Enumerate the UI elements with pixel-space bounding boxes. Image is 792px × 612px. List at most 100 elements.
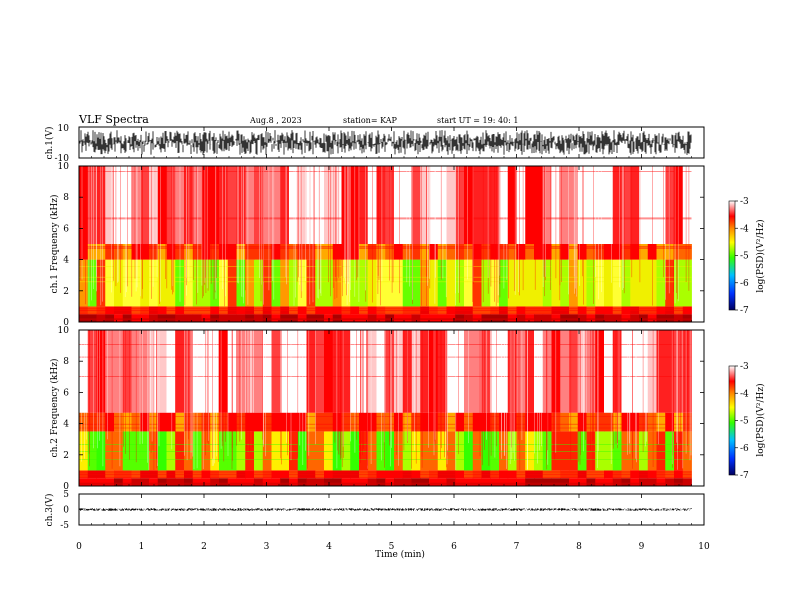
spectrogram-ch2-cell xyxy=(577,478,587,486)
spectrogram-ch1-cell xyxy=(227,259,237,307)
spectrogram-ch1-cell xyxy=(420,314,430,322)
spectrogram-ch1-cell xyxy=(507,259,517,307)
colorbar-ch1 xyxy=(728,200,736,311)
spectrogram-ch2-cell xyxy=(569,478,579,486)
spectrogram-ch2-cell xyxy=(507,478,517,486)
spectrogram-ch2-cell xyxy=(254,412,264,432)
spectrogram-ch2-cell xyxy=(157,330,167,413)
spectrogram-ch1-cell xyxy=(332,306,342,315)
spectrogram-ch1-cell xyxy=(271,314,281,322)
spectrogram-ch1-cell xyxy=(499,244,509,260)
spectrogram-ch1-cell xyxy=(254,314,264,322)
spectrogram-ch2-cell xyxy=(297,431,307,471)
spectrogram-ch1-cell xyxy=(464,166,474,244)
spectrogram-ch1-cell xyxy=(534,314,544,322)
spectrogram-ch1-cell xyxy=(420,259,430,307)
spectrogram-ch2-cell xyxy=(79,330,89,413)
spectrogram-ch2-cell xyxy=(324,478,334,486)
spectrogram-ch1-cell xyxy=(236,259,246,307)
spectrogram-ch1-image xyxy=(79,166,692,322)
spectrogram-ch2-cell xyxy=(429,478,439,486)
colorbar-ch1-tick: -3 xyxy=(740,197,749,207)
spectrogram-ch2-cell xyxy=(455,412,465,432)
spectrogram-ch2-cell xyxy=(429,330,439,413)
spectrogram-ch1-cell xyxy=(245,259,255,307)
spectrogram-ch2-cell xyxy=(665,478,675,486)
spectrogram-ch2-cell xyxy=(359,431,369,471)
spectrogram-ch1-cell xyxy=(472,306,482,315)
spectrogram-ch1-cell xyxy=(569,306,579,315)
spectrogram-ch1-cell xyxy=(359,259,369,307)
spectrogram-ch2-cell xyxy=(682,412,692,432)
spectrogram-ch2-ytick: 10 xyxy=(58,326,70,336)
spectrogram-ch2-cell xyxy=(367,431,377,471)
spectrogram-ch2-cell xyxy=(472,431,482,471)
spectrogram-ch1-cell xyxy=(499,166,509,244)
spectrogram-ch1-cell xyxy=(569,259,579,307)
spectrogram-ch1-ytick: 0 xyxy=(63,318,69,328)
spectrogram-ch2-cell xyxy=(604,330,614,413)
spectrogram-ch1-cell xyxy=(367,314,377,322)
spectrogram-ch1-cell xyxy=(464,259,474,307)
colorbar-ch2-tick: -3 xyxy=(740,362,749,372)
spectrogram-ch2-cell xyxy=(516,478,526,486)
spectrogram-ch1-cell xyxy=(604,166,614,244)
spectrogram-ch2-cell xyxy=(420,330,430,413)
spectrogram-ch2-cell xyxy=(525,431,535,471)
spectrogram-ch2-cell xyxy=(262,412,272,432)
spectrogram-ch2-cell xyxy=(499,412,509,432)
spectrogram-ch2-cell xyxy=(560,330,570,413)
spectrogram-ch1-cell xyxy=(87,244,97,260)
spectrogram-ch1-cell xyxy=(656,166,666,244)
spectrogram-ch2-cell xyxy=(586,478,596,486)
spectrogram-ch2-cell xyxy=(499,330,509,413)
spectrogram-ch1-cell xyxy=(227,244,237,260)
spectrogram-ch1-cell xyxy=(499,314,509,322)
spectrogram-ch1-cell xyxy=(166,244,176,260)
waveform-ch3-trace xyxy=(79,508,692,511)
spectrogram-ch2-cell xyxy=(525,330,535,413)
spectrogram-ch2-cell xyxy=(306,431,316,471)
spectrogram-ch2-cell xyxy=(534,431,544,471)
spectrogram-ch2-ytick: 8 xyxy=(63,357,69,367)
spectrogram-ch1-cell xyxy=(79,314,89,322)
spectrogram-ch1-cell xyxy=(630,244,640,260)
spectrogram-ch1-cell xyxy=(192,306,202,315)
spectrogram-ch2-cell xyxy=(271,330,281,413)
spectrogram-ch1-cell xyxy=(481,244,491,260)
spectrogram-ch2-cell xyxy=(236,412,246,432)
spectrogram-ch1-ytick: 6 xyxy=(63,224,69,234)
spectrogram-ch2-cell xyxy=(429,431,439,471)
spectrogram-ch1-cell xyxy=(639,244,649,260)
spectrogram-ch2-cell xyxy=(332,330,342,413)
spectrogram-ch1-cell xyxy=(245,166,255,244)
spectrogram-ch2-cell xyxy=(262,330,272,413)
spectrogram-ch2-cell xyxy=(236,431,246,471)
spectrogram-ch1-cell xyxy=(551,259,561,307)
spectrogram-ch1-cell xyxy=(446,244,456,260)
spectrogram-ch2-cell xyxy=(429,412,439,432)
spectrogram-ch1-cell xyxy=(674,166,684,244)
spectrogram-ch1-cell xyxy=(289,259,299,307)
spectrogram-ch1-cell xyxy=(639,306,649,315)
waveform-ch1-line xyxy=(79,130,692,155)
spectrogram-ch2-cell xyxy=(341,330,351,413)
spectrogram-ch1-cell xyxy=(472,314,482,322)
spectrogram-ch1-cell xyxy=(402,314,412,322)
spectrogram-ch2-cell xyxy=(586,431,596,471)
spectrogram-ch1-cell xyxy=(236,166,246,244)
spectrogram-ch1-cell xyxy=(420,306,430,315)
spectrogram-ch1-cell xyxy=(87,166,97,244)
spectrogram-ch2-cell xyxy=(647,431,657,471)
spectrogram-ch2-ytick: 0 xyxy=(63,482,69,492)
figure-title: VLF Spectra xyxy=(78,113,149,126)
spectrogram-ch2-cell xyxy=(542,412,552,432)
spectrogram-ch1-cell xyxy=(490,306,500,315)
spectrogram-ch2-cell xyxy=(595,478,605,486)
time-axis-tick: 10 xyxy=(698,542,710,552)
spectrogram-ch1-cell xyxy=(227,166,237,244)
colorbar-ch2-tick: -7 xyxy=(740,471,749,481)
spectrogram-ch2-cell xyxy=(280,431,290,471)
